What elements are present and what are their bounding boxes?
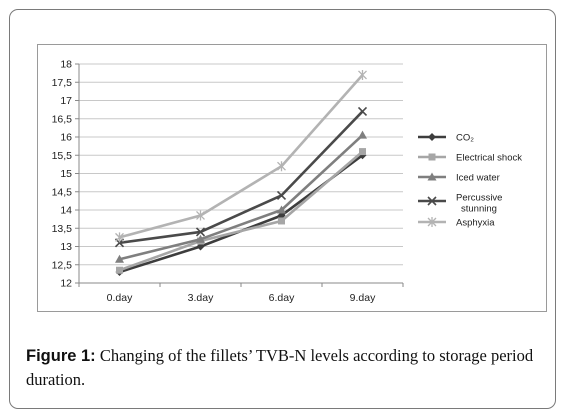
legend-marker <box>427 196 437 206</box>
series-line <box>119 110 364 245</box>
data-point <box>195 227 206 237</box>
data-point <box>276 190 287 200</box>
y-tick-label: 14,5 <box>52 186 73 198</box>
legend-label-line: stunning <box>461 204 497 215</box>
legend-marker <box>428 153 436 161</box>
data-point <box>115 232 124 243</box>
legend-label-line: Percussive <box>456 193 502 204</box>
chart-area: 12 12,5 13 13,5 14 14,5 15 15,5 16 16,5 17 17,5 18 0.… <box>37 44 547 312</box>
y-tick-label: 14 <box>60 205 72 217</box>
figure-frame: 12 12,5 13 13,5 14 14,5 15 15,5 16 16,5 17 17,5 18 0.… <box>9 9 556 409</box>
legend-marker <box>428 133 436 141</box>
line-chart: 12 12,5 13 13,5 14 14,5 15 15,5 16 16,5 17 17,5 18 0.… <box>52 59 523 305</box>
y-tick-label: 18 <box>60 59 72 71</box>
data-point <box>358 69 367 80</box>
y-tick-label: 12,5 <box>52 259 73 271</box>
data-point <box>115 254 124 263</box>
figure-caption-text: Changing of the fillets’ TVB-N levels ac… <box>26 346 534 389</box>
series-line <box>119 150 364 272</box>
legend-label: CO₂ <box>456 133 474 144</box>
data-point <box>277 205 286 214</box>
y-tick-label: 15 <box>60 168 72 180</box>
series-line <box>119 74 364 239</box>
legend-label: Percussive stunning <box>456 193 502 215</box>
figure-label: Figure 1: <box>26 347 96 365</box>
y-tick-label: 17 <box>60 95 72 107</box>
x-tick-label: 3.day <box>188 292 214 304</box>
y-tick-label: 13 <box>60 241 72 253</box>
data-point <box>196 234 205 243</box>
y-tick-label: 12 <box>60 278 72 290</box>
x-tick-label: 0.day <box>107 292 133 304</box>
legend-label: Asphyxia <box>456 218 495 229</box>
y-tick-label: 17,5 <box>52 77 73 89</box>
x-tick-label: 6.day <box>269 292 295 304</box>
data-point <box>278 217 285 225</box>
series-line <box>119 134 364 261</box>
legend-marker <box>427 217 437 227</box>
y-tick-label: 15,5 <box>52 150 73 162</box>
data-point <box>358 130 367 139</box>
y-tick-label: 13,5 <box>52 223 73 235</box>
data-point <box>277 161 286 172</box>
data-point <box>359 148 366 156</box>
y-tick-label: 16 <box>60 132 72 144</box>
legend-label: Electrical shock <box>456 153 522 164</box>
x-tick-label: 9.day <box>350 292 376 304</box>
y-tick-label: 16,5 <box>52 113 73 125</box>
data-point <box>116 266 123 274</box>
data-point <box>196 210 205 221</box>
data-point <box>357 106 368 117</box>
legend-marker <box>427 172 437 181</box>
legend-label: Iced water <box>456 173 500 184</box>
figure-caption: Figure 1: Changing of the fillets’ TVB-N… <box>26 344 561 391</box>
